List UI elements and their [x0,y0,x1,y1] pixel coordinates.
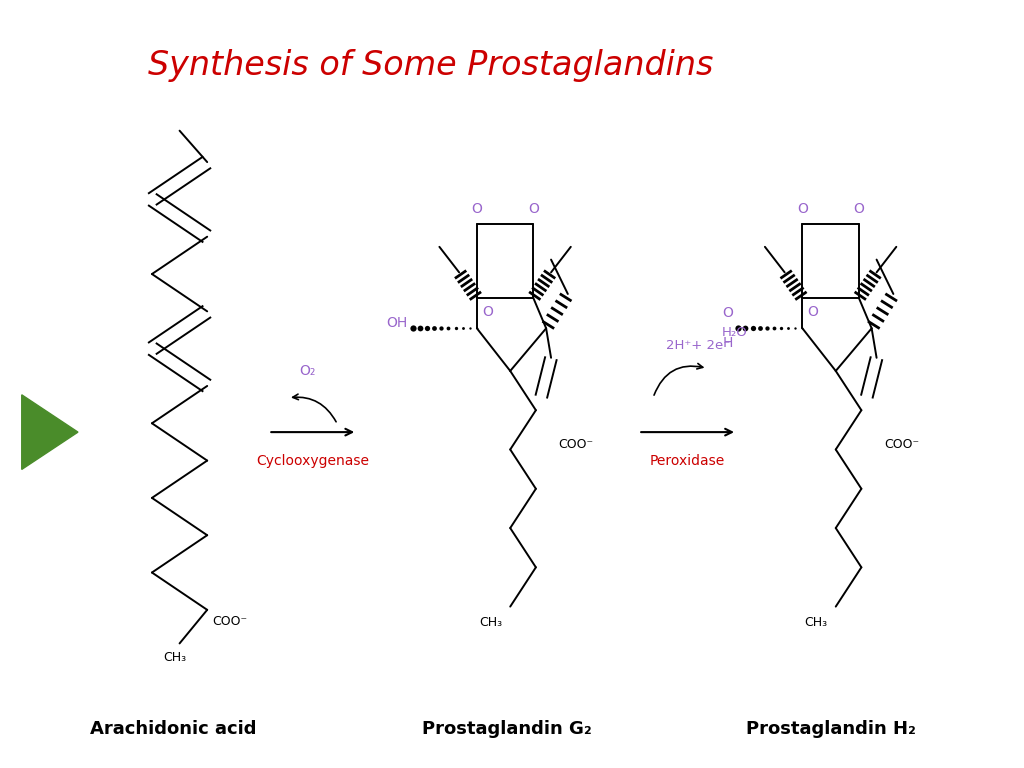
Text: 2H⁺+ 2e⁻: 2H⁺+ 2e⁻ [666,339,730,352]
Polygon shape [22,395,78,469]
Text: O₂: O₂ [300,364,316,378]
Text: O: O [807,304,818,319]
Text: Prostaglandin G₂: Prostaglandin G₂ [422,720,592,738]
Text: CH₃: CH₃ [163,651,186,664]
Text: H: H [723,336,733,350]
Text: CH₃: CH₃ [805,617,827,630]
Text: COO⁻: COO⁻ [212,614,247,627]
Text: O: O [482,304,493,319]
Text: O: O [527,203,539,217]
Text: OH: OH [387,316,408,330]
Text: Synthesis of Some Prostaglandins: Synthesis of Some Prostaglandins [148,49,714,82]
Text: COO⁻: COO⁻ [558,438,594,451]
Text: Arachidonic acid: Arachidonic acid [90,720,257,738]
Text: COO⁻: COO⁻ [884,438,920,451]
Text: O: O [723,306,733,320]
Text: CH₃: CH₃ [479,617,502,630]
Text: O: O [853,203,864,217]
Text: Peroxidase: Peroxidase [650,454,725,468]
Text: O: O [471,203,482,217]
Text: Prostaglandin H₂: Prostaglandin H₂ [745,720,915,738]
Text: Cyclooxygenase: Cyclooxygenase [256,454,370,468]
Text: H₂O: H₂O [722,326,748,339]
Text: O: O [797,203,808,217]
